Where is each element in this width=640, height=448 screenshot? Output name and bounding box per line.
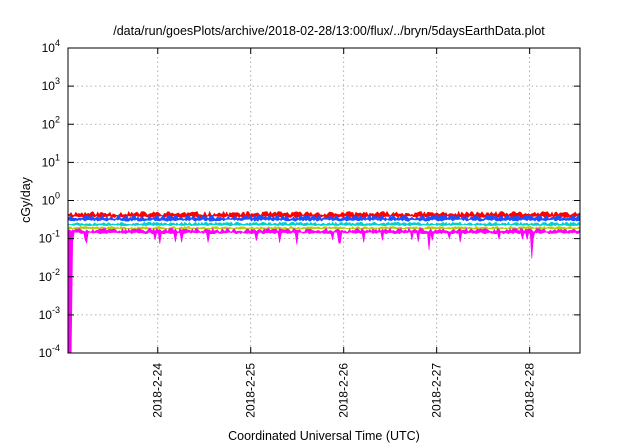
y-tick-label: 10-1 [39, 229, 60, 246]
x-tick-label: 2018-2-24 [151, 363, 165, 418]
plot-area [68, 210, 580, 353]
y-axis: 10-4 10-3 10-2 10-1 100 101 102 103 104 [39, 38, 580, 360]
y-tick-label: 10-2 [39, 267, 60, 284]
y-tick-label: 103 [42, 76, 60, 93]
y-tick-label: 101 [42, 152, 60, 169]
series-band-2 [68, 214, 580, 222]
y-tick-label: 10-4 [39, 343, 60, 360]
series-band-3 [68, 221, 580, 227]
x-tick-label: 2018-2-27 [430, 363, 444, 418]
series-band-4 [68, 225, 580, 230]
y-tick-label: 10-3 [39, 305, 60, 322]
x-tick-label: 2018-2-26 [337, 363, 351, 418]
series-band-5 [68, 227, 580, 353]
x-axis-label: Coordinated Universal Time (UTC) [228, 429, 420, 443]
y-axis-label: cGy/day [19, 176, 33, 223]
y-tick-label: 100 [42, 191, 60, 208]
y-tick-label: 102 [42, 114, 60, 131]
x-tick-label: 2018-2-25 [244, 363, 258, 418]
x-axis: 2018-2-24 2018-2-25 2018-2-26 2018-2-27 2018… [151, 48, 537, 418]
chart-title: /data/run/goesPlots/archive/2018-02-28/1… [113, 24, 545, 38]
series-band-1 [68, 210, 580, 219]
x-tick-label: 2018-2-28 [523, 363, 537, 418]
y-tick-label: 104 [42, 38, 60, 55]
grid [68, 48, 580, 353]
